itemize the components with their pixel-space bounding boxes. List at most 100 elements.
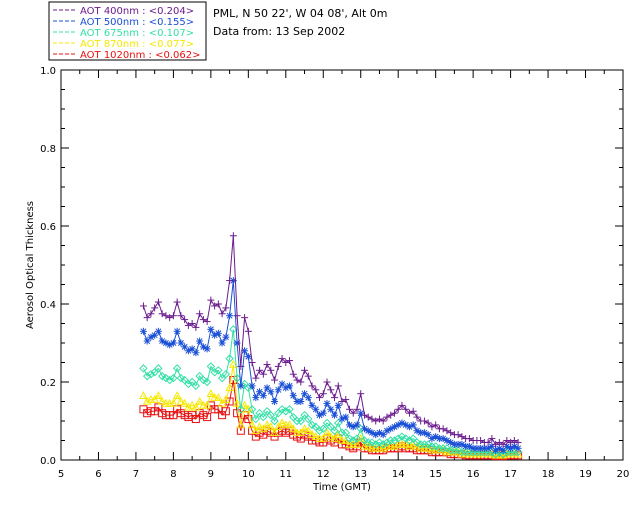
data-point	[270, 428, 279, 436]
data-point	[454, 431, 462, 439]
marker-stroke	[189, 345, 196, 352]
data-point	[311, 432, 321, 440]
data-point	[139, 302, 147, 310]
data-point	[360, 411, 368, 419]
data-point	[221, 395, 231, 403]
data-point	[176, 396, 186, 405]
data-point	[169, 398, 178, 407]
data-point	[409, 407, 417, 415]
x-tick-label: 9	[208, 469, 214, 480]
data-point	[218, 310, 226, 318]
data-point	[304, 394, 312, 402]
data-point	[514, 444, 522, 452]
data-point	[360, 436, 369, 445]
marker-stroke	[177, 340, 184, 346]
data-point	[259, 412, 268, 422]
data-point	[188, 320, 196, 327]
legend-label: AOT 870nm : <0.077>	[80, 39, 194, 50]
x-tick-label: 11	[279, 469, 292, 480]
legend-item: AOT 870nm : <0.077>	[53, 39, 194, 50]
legend-item: AOT 500nm : <0.155>	[53, 17, 194, 28]
data-point	[225, 354, 234, 363]
data-point	[292, 416, 302, 426]
data-point	[199, 375, 208, 385]
data-point	[420, 417, 428, 425]
data-point	[191, 381, 201, 391]
data-point	[262, 420, 272, 429]
data-point	[499, 446, 507, 454]
data-point	[278, 380, 286, 388]
data-point	[169, 312, 177, 320]
y-tick-label: 0.8	[40, 144, 56, 155]
data-point	[229, 232, 237, 240]
y-tick-label: 0.4	[40, 300, 56, 311]
data-point	[461, 447, 470, 457]
data-point	[195, 396, 204, 405]
data-point	[214, 393, 223, 401]
data-point	[255, 422, 264, 431]
data-point	[488, 435, 496, 443]
data-point	[316, 394, 324, 402]
marker-stroke	[219, 340, 226, 346]
data-point	[154, 391, 163, 399]
data-point	[210, 368, 219, 377]
data-point	[142, 371, 152, 381]
data-point	[331, 394, 339, 402]
data-point	[203, 318, 211, 326]
marker-stroke	[440, 435, 447, 442]
data-point	[307, 420, 317, 430]
data-point	[237, 382, 245, 390]
data-point	[247, 405, 257, 414]
data-point	[416, 440, 425, 449]
marker-stroke	[443, 437, 450, 444]
marker-stroke	[204, 345, 211, 352]
data-point	[297, 398, 305, 405]
marker-stroke	[361, 425, 368, 432]
data-point	[214, 366, 223, 375]
marker-stroke	[241, 347, 248, 354]
data-point	[184, 402, 193, 411]
data-point	[162, 312, 170, 320]
marker-stroke	[207, 326, 214, 333]
data-point	[447, 429, 455, 437]
marker-stroke	[425, 431, 432, 438]
data-point	[510, 447, 519, 457]
data-point	[378, 443, 388, 452]
data-point	[375, 415, 383, 423]
data-point	[412, 438, 422, 447]
data-point	[507, 438, 515, 446]
data-point	[375, 438, 384, 447]
data-point	[312, 405, 320, 413]
y-tick-label: 0.2	[40, 378, 56, 389]
marker-stroke	[515, 445, 522, 452]
data-point	[228, 359, 238, 368]
data-point	[236, 420, 246, 429]
data-point	[199, 316, 207, 324]
data-point	[150, 395, 160, 403]
y-axis: 0.0 0.2 0.4 0.6 0.8 1.0	[40, 66, 623, 467]
data-point	[341, 428, 350, 437]
marker-stroke	[402, 421, 409, 428]
data-point	[274, 386, 282, 394]
marker-stroke	[275, 386, 282, 393]
data-point	[151, 331, 159, 339]
data-point	[139, 364, 148, 373]
marker-stroke	[365, 427, 372, 434]
x-tick-label: 20	[617, 469, 630, 480]
data-point	[157, 371, 167, 381]
x-tick-label: 12	[317, 469, 330, 480]
data-point	[458, 433, 466, 441]
data-point	[173, 327, 181, 335]
data-point	[229, 325, 238, 334]
data-point	[206, 389, 216, 397]
data-point	[323, 378, 331, 386]
series-3	[139, 325, 523, 459]
data-point	[214, 300, 222, 308]
data-point	[214, 329, 222, 337]
x-tick-label: 17	[504, 469, 517, 480]
data-point	[158, 310, 166, 318]
data-point	[221, 369, 231, 379]
data-point	[308, 401, 316, 409]
data-point	[401, 434, 410, 443]
